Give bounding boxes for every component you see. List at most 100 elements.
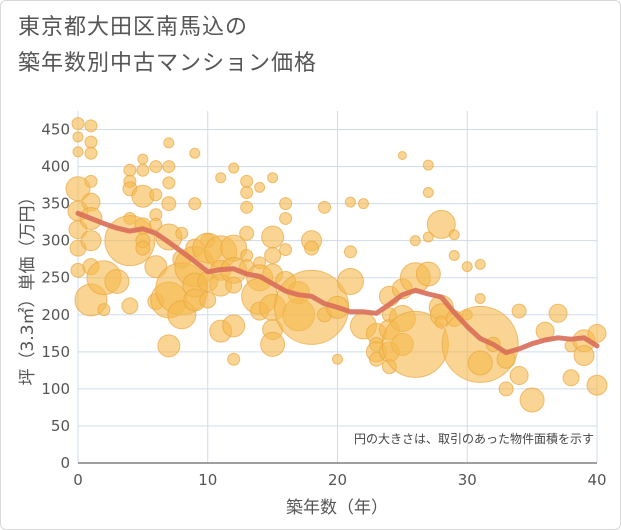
chart-title-line-2: 築年数別中古マンション価格 <box>18 51 318 76</box>
x-axis-label: 築年数（年） <box>286 498 388 518</box>
bubble-point <box>72 131 84 143</box>
y-tick-label: 100 <box>41 380 70 398</box>
bubble-point <box>239 225 255 241</box>
bubble-point <box>240 174 254 188</box>
chart-title-line-1: 東京都大田区南馬込の <box>18 15 249 40</box>
bubble-point <box>175 226 189 240</box>
size-note: 円の大きさは、取引のあった物件面積を示す <box>354 431 594 446</box>
bubble-point <box>509 366 529 386</box>
bubble-point <box>71 117 85 131</box>
y-tick-labels: 0 50 100 150 200 250 300 350 400 450 <box>41 121 70 472</box>
bubble-point <box>136 163 150 177</box>
bubble-point <box>240 186 254 200</box>
bubble-point <box>84 146 98 160</box>
bubble-point <box>215 172 227 184</box>
bubble-point <box>336 267 364 295</box>
bubble-point <box>97 303 111 317</box>
x-tick-label: 20 <box>328 471 347 489</box>
y-tick-label: 200 <box>41 306 70 324</box>
bubble-point <box>422 231 434 243</box>
bubble-point <box>573 345 595 367</box>
bubble-point <box>228 162 240 174</box>
y-tick-label: 300 <box>41 232 70 250</box>
bubble-point <box>104 268 130 294</box>
bubble-point <box>461 261 473 273</box>
bubble-point <box>409 235 421 247</box>
bubble-point <box>84 135 98 149</box>
bubble-point <box>343 245 357 259</box>
bubble-point <box>149 188 163 202</box>
bubble-point <box>135 240 151 256</box>
x-tick-label: 10 <box>198 471 217 489</box>
bubble-point <box>474 258 486 270</box>
bubble-point <box>199 291 217 309</box>
bubble-point <box>162 176 176 190</box>
bubble-point <box>264 247 282 265</box>
bubble-point <box>123 163 137 177</box>
y-tick-label: 150 <box>41 343 70 361</box>
bubble-point <box>332 353 343 365</box>
bubble-point <box>397 150 407 160</box>
x-tick-label: 40 <box>587 471 606 489</box>
bubble-point <box>511 303 527 319</box>
bubble-point <box>227 352 241 366</box>
bubble-point <box>562 369 580 387</box>
bubble-point <box>279 197 293 211</box>
y-tick-label: 250 <box>41 269 70 287</box>
bubble-point <box>161 196 177 212</box>
bubble-point <box>240 200 254 214</box>
bubble-point <box>279 243 293 257</box>
bubble-point <box>448 250 460 262</box>
bubble-point <box>261 225 285 249</box>
y-axis-label: 坪（3.3㎡）単価（万円） <box>18 188 38 385</box>
bubble-point <box>586 374 608 396</box>
y-tick-label: 50 <box>51 417 70 435</box>
bubble-point <box>434 315 448 329</box>
bubble-point <box>357 198 369 210</box>
bubble-point <box>260 331 286 357</box>
bubble-point <box>254 181 266 193</box>
bubble-point <box>137 153 149 165</box>
x-tick-label: 30 <box>458 471 477 489</box>
bubble-point <box>344 196 356 208</box>
bubble-point <box>318 200 332 214</box>
bubble-point <box>163 137 175 149</box>
bubble-point <box>467 350 493 376</box>
bubble-point <box>498 381 514 397</box>
bubble-point <box>422 159 434 171</box>
bubble-point <box>162 160 176 174</box>
bubble-point <box>72 146 84 158</box>
bubble-point <box>222 314 246 338</box>
trend-line <box>75 210 600 356</box>
bubble-point <box>267 172 279 184</box>
x-tick-label: 0 <box>73 471 83 489</box>
bubble-point <box>84 174 98 188</box>
bubble-point <box>587 323 607 343</box>
bubble-point <box>188 197 202 211</box>
bubble-point <box>474 292 486 304</box>
bubble-point <box>548 303 568 323</box>
y-tick-label: 0 <box>60 454 70 472</box>
bubble-layer <box>65 117 608 413</box>
bubble-point <box>422 187 434 199</box>
bubble-point <box>448 229 460 241</box>
bubble-point <box>121 297 139 315</box>
bubble-point <box>415 261 441 287</box>
bubble-point <box>519 387 545 413</box>
bubble-point <box>304 240 320 256</box>
bubble-point <box>84 119 98 133</box>
chart-title: 東京都大田区南馬込の 築年数別中古マンション価格 <box>18 10 317 82</box>
bubble-point <box>157 334 181 358</box>
bubble-point <box>149 160 163 174</box>
y-tick-label: 400 <box>41 158 70 176</box>
bubble-point <box>80 230 102 252</box>
bubble-point <box>149 217 163 231</box>
y-tick-label: 450 <box>41 121 70 139</box>
bubble-point <box>189 147 201 159</box>
y-tick-label: 350 <box>41 195 70 213</box>
bubble-point <box>225 276 243 294</box>
bubble-point <box>426 209 456 239</box>
bubble-point <box>279 211 293 225</box>
x-tick-labels: 0 10 20 30 40 <box>73 471 606 489</box>
